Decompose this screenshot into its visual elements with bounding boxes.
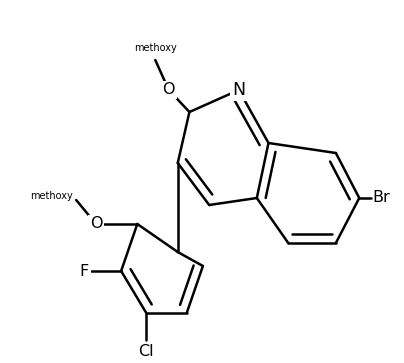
Text: methoxy: methoxy — [134, 44, 177, 53]
Text: methoxy: methoxy — [30, 191, 73, 201]
Text: O: O — [162, 82, 175, 98]
Text: F: F — [80, 264, 89, 278]
Text: Cl: Cl — [139, 344, 154, 359]
Text: O: O — [90, 216, 102, 232]
Text: N: N — [232, 81, 245, 99]
Text: Br: Br — [373, 191, 391, 205]
